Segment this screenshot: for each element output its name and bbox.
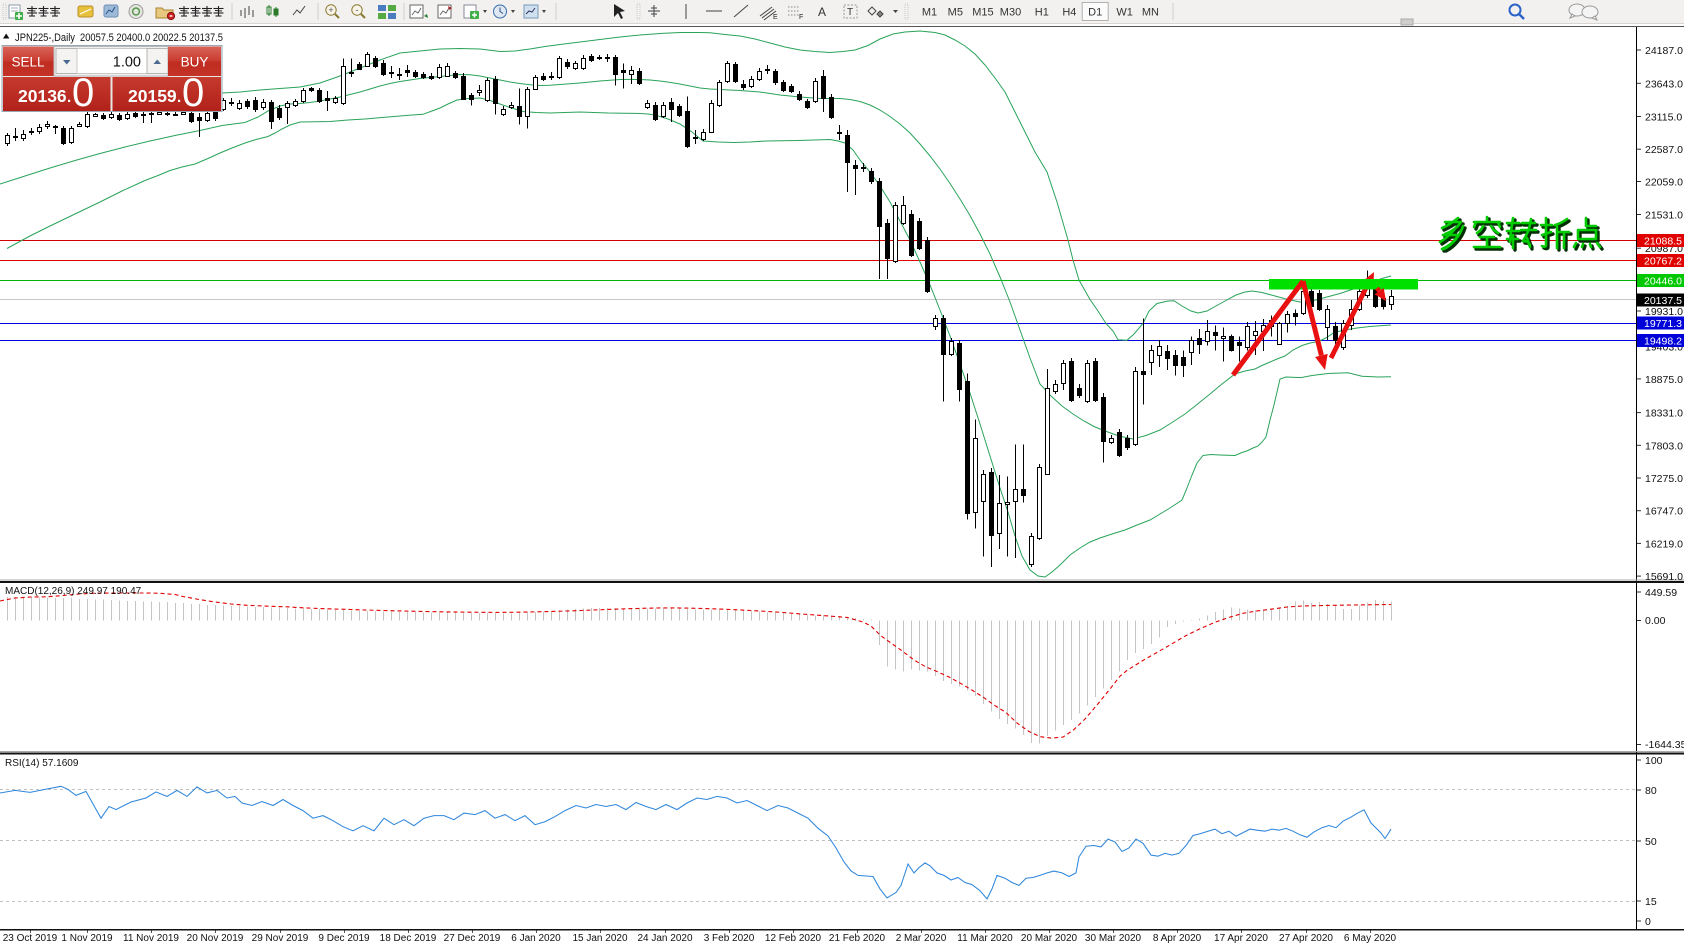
svg-text:20 Mar 2020: 20 Mar 2020 — [1021, 933, 1078, 944]
svg-text:15 Jan 2020: 15 Jan 2020 — [572, 933, 627, 944]
svg-text:17 Apr 2020: 17 Apr 2020 — [1214, 933, 1268, 944]
svg-text:449.59: 449.59 — [1645, 587, 1677, 599]
svg-text:-: - — [356, 5, 359, 15]
svg-text:6 May 2020: 6 May 2020 — [1344, 933, 1397, 944]
svg-text:1.00: 1.00 — [113, 55, 141, 71]
svg-text:21531.0: 21531.0 — [1645, 210, 1683, 222]
svg-text:M30: M30 — [1000, 7, 1021, 19]
svg-text:BUY: BUY — [181, 55, 209, 70]
svg-text:11 Nov 2019: 11 Nov 2019 — [123, 933, 179, 944]
svg-text:27 Apr 2020: 27 Apr 2020 — [1279, 933, 1333, 944]
svg-text:0: 0 — [72, 71, 94, 115]
svg-text:20767.2: 20767.2 — [1644, 256, 1682, 268]
svg-text:50: 50 — [1645, 836, 1657, 848]
svg-text:D1: D1 — [1088, 7, 1102, 19]
svg-text:19498.2: 19498.2 — [1644, 336, 1682, 348]
svg-text:20446.0: 20446.0 — [1644, 276, 1682, 288]
svg-text:.: . — [177, 89, 181, 106]
svg-text:17803.0: 17803.0 — [1645, 440, 1683, 452]
svg-text:6 Jan 2020: 6 Jan 2020 — [511, 933, 561, 944]
svg-text:18331.0: 18331.0 — [1645, 408, 1683, 420]
svg-text:RSI(14) 57.1609: RSI(14) 57.1609 — [5, 758, 79, 769]
svg-text:W1: W1 — [1116, 7, 1133, 19]
svg-text:20136: 20136 — [18, 86, 67, 106]
svg-text:E: E — [773, 14, 778, 21]
svg-text:0: 0 — [1645, 916, 1651, 928]
svg-text:1 Nov 2019: 1 Nov 2019 — [61, 933, 113, 944]
svg-text:24 Jan 2020: 24 Jan 2020 — [637, 933, 692, 944]
svg-text:24187.0: 24187.0 — [1645, 45, 1683, 57]
svg-text:29 Nov 2019: 29 Nov 2019 — [252, 933, 309, 944]
svg-text:17275.0: 17275.0 — [1645, 473, 1683, 485]
svg-text:23 Oct 2019: 23 Oct 2019 — [3, 933, 58, 944]
svg-text:19771.3: 19771.3 — [1644, 318, 1682, 330]
svg-text:0: 0 — [182, 71, 204, 115]
svg-text:19931.0: 19931.0 — [1645, 306, 1683, 318]
svg-text:M5: M5 — [948, 7, 963, 19]
svg-text:SELL: SELL — [11, 55, 45, 70]
svg-text:M1: M1 — [922, 7, 937, 19]
svg-text:T: T — [847, 7, 853, 18]
svg-text:9 Dec 2019: 9 Dec 2019 — [318, 933, 370, 944]
svg-text:16219.0: 16219.0 — [1645, 538, 1683, 550]
svg-text:2 Mar 2020: 2 Mar 2020 — [896, 933, 947, 944]
svg-text:H4: H4 — [1062, 7, 1076, 19]
svg-text:.: . — [67, 89, 71, 106]
svg-text:H1: H1 — [1035, 7, 1049, 19]
svg-text:8 Apr 2020: 8 Apr 2020 — [1153, 933, 1202, 944]
svg-text:23643.0: 23643.0 — [1645, 78, 1683, 90]
svg-text:JPN225-,Daily: JPN225-,Daily — [15, 32, 75, 44]
svg-text:3 Feb 2020: 3 Feb 2020 — [704, 933, 755, 944]
svg-text:F: F — [799, 14, 803, 21]
svg-text:20 Nov 2019: 20 Nov 2019 — [187, 933, 244, 944]
svg-text:-1644.35: -1644.35 — [1645, 739, 1684, 751]
svg-text:80: 80 — [1645, 785, 1657, 797]
svg-text:15691.0: 15691.0 — [1645, 571, 1683, 583]
svg-text:100: 100 — [1645, 755, 1663, 767]
svg-text:M15: M15 — [972, 7, 993, 19]
svg-text:MACD(12,26,9) 249.97 190.47: MACD(12,26,9) 249.97 190.47 — [5, 586, 142, 597]
svg-text:16747.0: 16747.0 — [1645, 506, 1683, 518]
svg-text:20159: 20159 — [128, 86, 177, 106]
svg-text:20057.5 20400.0 20022.5 20137.: 20057.5 20400.0 20022.5 20137.5 — [80, 32, 223, 44]
svg-text:20137.5: 20137.5 — [1644, 295, 1682, 307]
svg-text:23115.0: 23115.0 — [1645, 112, 1682, 124]
svg-text:MN: MN — [1142, 7, 1159, 19]
svg-text:15: 15 — [1645, 896, 1657, 908]
svg-text:22059.0: 22059.0 — [1645, 177, 1683, 189]
svg-text:+: + — [328, 5, 333, 15]
svg-text:11 Mar 2020: 11 Mar 2020 — [957, 933, 1013, 944]
svg-text:18 Dec 2019: 18 Dec 2019 — [380, 933, 437, 944]
svg-text:30 Mar 2020: 30 Mar 2020 — [1085, 933, 1142, 944]
svg-text:22587.0: 22587.0 — [1645, 144, 1683, 156]
svg-text:27 Dec 2019: 27 Dec 2019 — [444, 933, 501, 944]
svg-text:A: A — [818, 5, 826, 19]
svg-text:18875.0: 18875.0 — [1645, 374, 1683, 386]
svg-text:12 Feb 2020: 12 Feb 2020 — [765, 933, 822, 944]
svg-text:0.00: 0.00 — [1645, 615, 1666, 627]
svg-text:21088.5: 21088.5 — [1644, 236, 1682, 248]
svg-text:21 Feb 2020: 21 Feb 2020 — [829, 933, 886, 944]
